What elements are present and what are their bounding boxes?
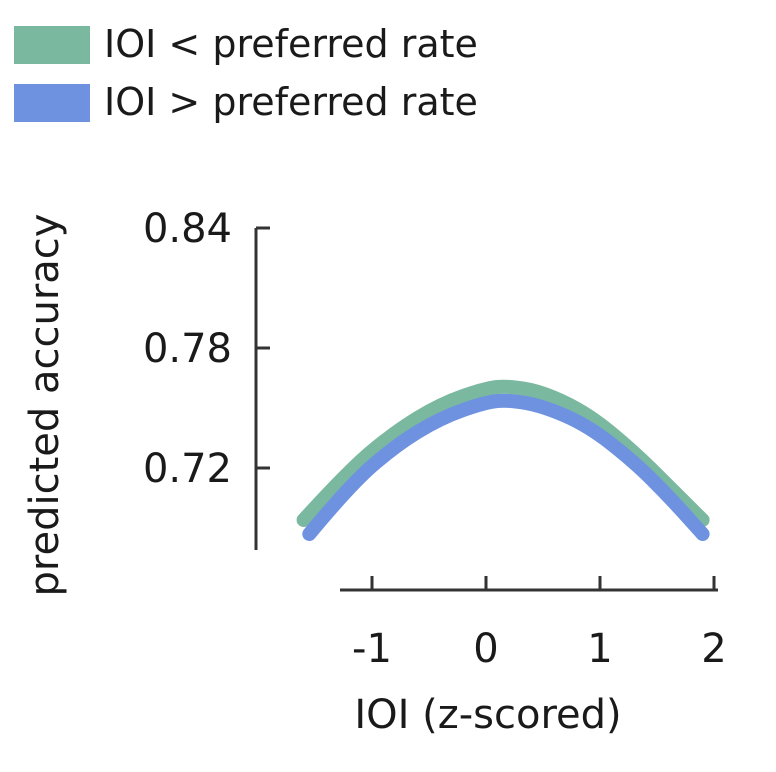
legend-label-1: IOI > preferred rate	[104, 80, 478, 124]
x-axis-label: IOI (z-scored)	[354, 692, 621, 738]
x-axis: -1 0 1 2	[340, 576, 727, 672]
legend-swatch-0	[14, 26, 90, 64]
y-tick-label-2: 0.72	[143, 446, 232, 492]
legend: IOI < preferred rate IOI > preferred rate	[14, 22, 478, 124]
y-axis: 0.84 0.78 0.72	[143, 206, 270, 550]
series-layer	[296, 379, 710, 541]
series-line-1	[302, 393, 710, 541]
x-tick-label-0: -1	[352, 626, 392, 672]
x-tick-label-3: 2	[701, 626, 726, 672]
series-line-0	[296, 379, 710, 527]
y-tick-label-0: 0.84	[143, 206, 232, 252]
legend-swatch-1	[14, 84, 90, 122]
x-tick-label-1: 0	[473, 626, 498, 672]
y-axis-label: predicted accuracy	[22, 214, 68, 597]
y-tick-label-1: 0.78	[143, 326, 232, 372]
x-tick-label-2: 1	[587, 626, 612, 672]
legend-label-0: IOI < preferred rate	[104, 22, 478, 66]
